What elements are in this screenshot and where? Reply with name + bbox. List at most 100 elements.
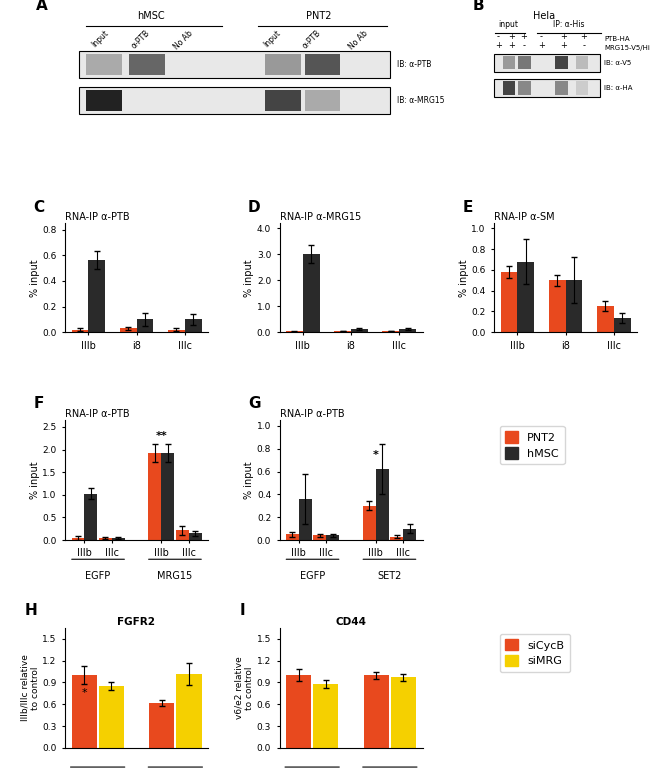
Y-axis label: % input: % input xyxy=(29,259,40,297)
Title: FGFR2: FGFR2 xyxy=(118,617,155,627)
Bar xyxy=(188,534,202,540)
Text: input: input xyxy=(499,20,518,29)
Text: No Ab: No Ab xyxy=(172,29,195,51)
Text: +: + xyxy=(521,32,527,42)
FancyBboxPatch shape xyxy=(575,82,588,95)
Text: -: - xyxy=(540,32,543,42)
Bar xyxy=(549,281,566,332)
Bar xyxy=(364,675,389,748)
Text: C: C xyxy=(34,200,45,214)
Text: RNA-IP α-MRG15: RNA-IP α-MRG15 xyxy=(280,213,361,223)
Text: B: B xyxy=(473,0,484,13)
Bar xyxy=(399,329,416,332)
Y-axis label: v6/e2 relative
to control: v6/e2 relative to control xyxy=(235,657,254,719)
FancyBboxPatch shape xyxy=(79,87,390,114)
Bar xyxy=(112,538,125,540)
Text: EGFP: EGFP xyxy=(85,571,111,581)
Legend: siCycB, siMRG: siCycB, siMRG xyxy=(500,634,570,672)
Text: D: D xyxy=(248,200,261,214)
Text: MRG15-V5/His: MRG15-V5/His xyxy=(604,45,650,51)
Text: α-PTB: α-PTB xyxy=(301,29,323,51)
Bar xyxy=(72,538,84,540)
Title: CD44: CD44 xyxy=(335,617,367,627)
Bar xyxy=(88,261,105,332)
Bar xyxy=(148,453,161,540)
Bar xyxy=(313,684,338,748)
Text: *: * xyxy=(81,689,87,699)
Bar xyxy=(72,675,97,748)
Text: hMSC: hMSC xyxy=(137,11,164,21)
Y-axis label: IIIb/IIIc relative
to control: IIIb/IIIc relative to control xyxy=(20,655,40,722)
Bar xyxy=(99,538,112,540)
Text: +: + xyxy=(508,41,515,50)
FancyBboxPatch shape xyxy=(79,52,390,78)
Text: IB: α-V5: IB: α-V5 xyxy=(604,60,631,66)
FancyBboxPatch shape xyxy=(518,82,531,95)
Text: IB: α-MRG15: IB: α-MRG15 xyxy=(398,96,445,105)
Text: RNA-IP α-PTB: RNA-IP α-PTB xyxy=(65,409,129,419)
Text: PNT2: PNT2 xyxy=(306,11,332,21)
Text: +: + xyxy=(561,41,567,50)
FancyBboxPatch shape xyxy=(86,54,122,76)
Text: IP: α-His: IP: α-His xyxy=(552,20,584,29)
Bar xyxy=(363,506,376,540)
Text: -: - xyxy=(582,41,586,50)
Text: No Ab: No Ab xyxy=(347,29,370,51)
Text: H: H xyxy=(25,604,38,618)
Bar xyxy=(391,678,416,748)
Text: G: G xyxy=(248,396,261,410)
Bar xyxy=(176,530,188,540)
Bar xyxy=(517,261,534,332)
Text: +: + xyxy=(508,32,515,42)
Y-axis label: % input: % input xyxy=(244,259,254,297)
Text: IB: α-PTB: IB: α-PTB xyxy=(398,60,432,69)
Text: **: ** xyxy=(155,432,167,442)
Bar xyxy=(566,281,582,332)
Text: Input: Input xyxy=(90,29,110,49)
Bar xyxy=(376,470,389,540)
Y-axis label: % input: % input xyxy=(458,259,469,297)
Bar xyxy=(168,330,185,332)
FancyBboxPatch shape xyxy=(518,56,531,69)
Bar xyxy=(351,329,368,332)
FancyBboxPatch shape xyxy=(502,56,515,69)
Text: E: E xyxy=(463,200,473,214)
FancyBboxPatch shape xyxy=(494,79,600,97)
Text: RNA-IP α-SM: RNA-IP α-SM xyxy=(494,213,554,223)
Bar xyxy=(303,254,320,332)
Bar xyxy=(403,529,416,540)
FancyBboxPatch shape xyxy=(556,82,568,95)
Bar xyxy=(500,272,517,332)
Text: Input: Input xyxy=(261,29,282,49)
Text: EGFP: EGFP xyxy=(300,571,325,581)
Bar xyxy=(99,686,124,748)
Text: RNA-IP α-PTB: RNA-IP α-PTB xyxy=(280,409,344,419)
Bar xyxy=(597,306,614,332)
Bar xyxy=(136,319,153,332)
Bar xyxy=(185,319,202,332)
Text: IB: α-HA: IB: α-HA xyxy=(604,85,632,91)
FancyBboxPatch shape xyxy=(129,54,165,76)
Text: *: * xyxy=(373,450,379,460)
Bar xyxy=(150,703,174,748)
Bar xyxy=(84,494,97,540)
Text: -: - xyxy=(523,41,526,50)
FancyBboxPatch shape xyxy=(556,56,568,69)
Text: +: + xyxy=(495,41,502,50)
Text: +: + xyxy=(538,41,545,50)
Text: RNA-IP α-PTB: RNA-IP α-PTB xyxy=(65,213,129,223)
Text: +: + xyxy=(580,32,588,42)
Text: MRG15: MRG15 xyxy=(157,571,192,581)
Text: SET2: SET2 xyxy=(377,571,402,581)
Text: α-PTB: α-PTB xyxy=(129,29,151,51)
Bar xyxy=(614,318,630,332)
Text: Hela: Hela xyxy=(533,11,555,21)
Legend: PNT2, hMSC: PNT2, hMSC xyxy=(500,426,564,464)
FancyBboxPatch shape xyxy=(494,54,600,72)
FancyBboxPatch shape xyxy=(265,54,301,76)
Bar xyxy=(299,499,311,540)
Y-axis label: % input: % input xyxy=(29,461,40,499)
Bar xyxy=(286,534,299,540)
FancyBboxPatch shape xyxy=(502,82,515,95)
Text: F: F xyxy=(34,396,44,410)
